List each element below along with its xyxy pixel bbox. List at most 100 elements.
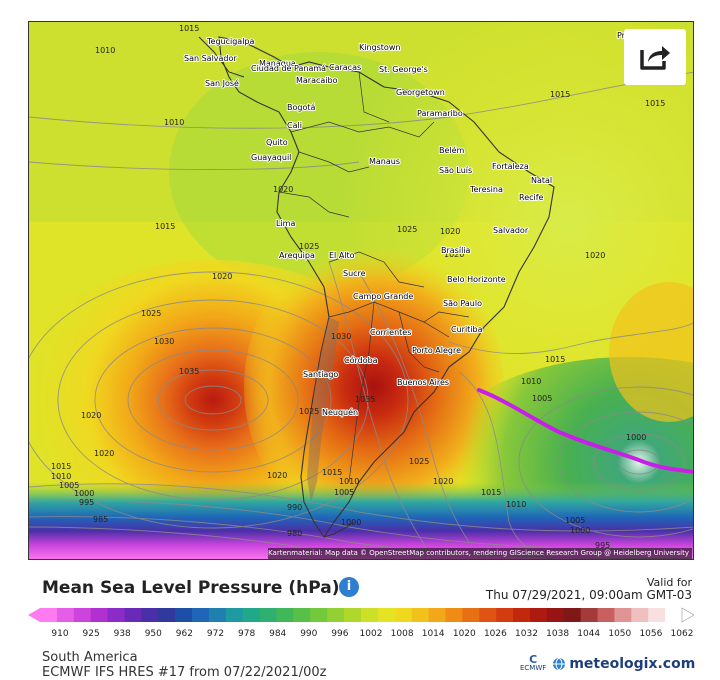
isobar-label: 1025 [141, 309, 161, 318]
city-label[interactable]: Tegucigalpa [205, 36, 256, 47]
info-icon[interactable]: i [339, 577, 359, 597]
city-label[interactable]: Porto Alegre [411, 345, 462, 356]
south-america-coastline [218, 36, 555, 538]
city-label[interactable]: Caracas [328, 62, 362, 73]
pressure-map[interactable]: 1010 1015 1010 1020 1015 1020 1025 1030 … [28, 21, 694, 560]
scale-cell [648, 608, 666, 622]
scale-cell [394, 608, 413, 622]
city-label[interactable]: Arequipa [278, 250, 316, 261]
city-label[interactable]: Corrientes [369, 327, 412, 338]
scale-cell [344, 608, 362, 622]
valid-label: Valid for [646, 576, 692, 589]
valid-time: Valid for Thu 07/29/2021, 09:00am GMT-03 [486, 576, 692, 602]
isobar-label: 1035 [355, 395, 375, 404]
scale-tick-label: 1056 [639, 629, 663, 639]
isobar-label: 1000 [74, 489, 94, 498]
color-scale [28, 607, 694, 623]
city-label[interactable]: Kingstown [358, 42, 401, 53]
city-label[interactable]: Bogotá [286, 102, 316, 113]
ecmwf-logo: C ECMWF [520, 653, 546, 672]
isobar-label: 995 [595, 541, 610, 550]
isobar-label: 1010 [521, 377, 541, 386]
city-label[interactable]: Cali [286, 120, 303, 131]
scale-cell [40, 608, 58, 622]
scale-tick-label: 1038 [546, 629, 570, 639]
city-label[interactable]: Salvador [492, 225, 530, 236]
city-label[interactable]: El Alto [328, 250, 356, 261]
scale-cell [496, 608, 514, 622]
isobar-label: 1000 [341, 518, 361, 527]
city-label[interactable]: Managua [258, 58, 297, 69]
scale-cell [141, 608, 159, 622]
ecmwf-logo-mark: C [529, 653, 538, 666]
isobar-label: 1030 [331, 332, 351, 341]
city-label[interactable]: Belo Horizonte [446, 274, 507, 285]
valid-datetime: Thu 07/29/2021, 09:00am GMT-03 [485, 588, 692, 602]
isobar-label: 1015 [545, 355, 565, 364]
isobar-label: 1010 [95, 46, 115, 55]
city-label[interactable]: Teresina [468, 184, 504, 195]
meteologix-logo[interactable]: meteologix.com [552, 656, 695, 672]
isobar-label: 1030 [154, 337, 174, 346]
scale-cell [377, 608, 396, 622]
city-label[interactable]: Brasília [440, 245, 472, 256]
city-label[interactable]: Maracaibo [295, 75, 339, 86]
scale-cell [428, 608, 446, 622]
city-label[interactable]: Georgetown [395, 87, 446, 98]
city-label[interactable]: Santiago [302, 369, 339, 380]
scale-cell [158, 608, 176, 622]
city-label[interactable]: St. George's [378, 64, 429, 75]
country-borders [278, 71, 470, 483]
city-label[interactable]: Fortaleza [491, 161, 530, 172]
city-label[interactable]: Quito [265, 137, 289, 148]
scale-cell [225, 608, 244, 622]
city-label[interactable]: Paramaribo [416, 108, 464, 119]
city-label[interactable]: Córdoba [343, 354, 379, 366]
city-label[interactable]: Guayaquil [250, 152, 292, 163]
city-label[interactable]: São Paulo [442, 298, 483, 309]
city-label[interactable]: Belém [438, 144, 466, 156]
isobar-label-group: 1010 1015 1010 1020 1015 1020 1025 1030 … [51, 24, 665, 550]
scale-tick-label: 972 [206, 629, 225, 639]
isobar-label: 1015 [550, 90, 570, 99]
scale-cell [293, 608, 311, 622]
isobar-label: 1005 [565, 516, 585, 525]
scale-tick-label: 1014 [421, 629, 445, 639]
scale-tick-label: 996 [331, 629, 349, 639]
scale-tick-label: 950 [144, 629, 162, 639]
tierra-del-fuego [323, 521, 355, 538]
city-label[interactable]: Neuquén [321, 406, 359, 418]
city-label[interactable]: San José [204, 77, 240, 89]
isobar-label: 1020 [444, 250, 464, 259]
southern-ocean-lows [29, 462, 693, 559]
scale-tick-label: 925 [82, 629, 100, 639]
scale-tick-label: 938 [113, 629, 131, 639]
isobar-label: 1015 [645, 99, 665, 108]
isobar-label: 1015 [179, 24, 199, 33]
scale-cell [107, 608, 125, 622]
city-label[interactable]: Natal [530, 175, 553, 186]
isobar-label: 1025 [299, 242, 319, 251]
scale-cell [192, 608, 210, 622]
city-label[interactable]: Sucre [342, 268, 367, 279]
city-label[interactable]: Buenos Aires [396, 377, 450, 388]
city-label[interactable]: San Salvador [183, 53, 238, 64]
isobar-label: 1020 [267, 471, 287, 480]
scale-cell [445, 608, 463, 622]
andes-relief [307, 317, 339, 502]
city-label[interactable]: Ciudad de Panamá [250, 63, 327, 74]
share-icon [640, 46, 670, 70]
scale-cell [90, 608, 109, 622]
isobar-label: 1015 [322, 468, 342, 477]
share-button[interactable] [624, 29, 686, 85]
city-label[interactable]: São Luís [438, 165, 473, 176]
city-label[interactable]: Lima [275, 218, 296, 229]
scale-tick-label: 978 [238, 629, 256, 639]
city-label[interactable]: Recife [518, 192, 545, 203]
legend-title: Mean Sea Level Pressure (hPa) [42, 578, 340, 598]
city-label[interactable]: Manaus [368, 156, 401, 167]
isobar-label: 1005 [532, 394, 552, 403]
city-label[interactable]: Campo Grande [352, 291, 414, 302]
city-label[interactable]: Curitiba [450, 324, 484, 335]
isobar-label: 1015 [51, 462, 71, 471]
